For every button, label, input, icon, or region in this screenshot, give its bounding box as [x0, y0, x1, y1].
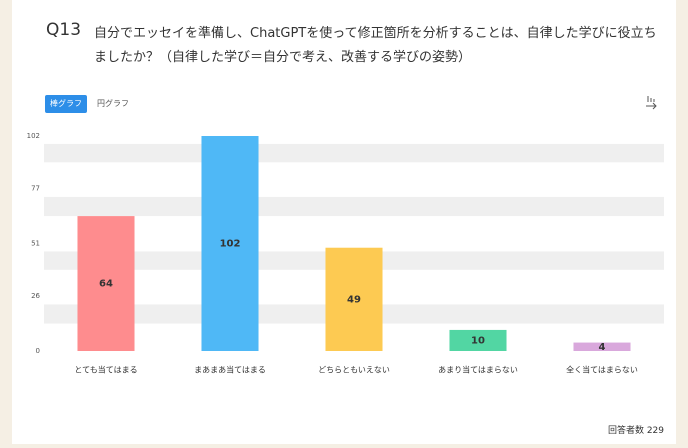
x-tick-label: まあまあ当てはまる: [194, 365, 266, 375]
x-tick-label: あまり当てはまらない: [438, 365, 518, 375]
y-tick-label: 51: [31, 240, 40, 248]
x-tick-label: とても当てはまる: [74, 365, 137, 375]
y-tick-label: 102: [27, 132, 40, 140]
chart: 0 26 51 77 102 とても当てはまる 64 まあまあ当てはまる 102 どちらともいえな…: [27, 96, 664, 375]
bar: [573, 342, 631, 351]
bar: [449, 329, 507, 351]
x-tick-label: 全く当てはまらない: [566, 365, 638, 375]
value-label: 10: [471, 335, 485, 346]
y-tick-label: 26: [31, 292, 40, 300]
grid-band: [44, 143, 664, 163]
value-label: 64: [99, 279, 113, 290]
x-tick-label: どちらともいえない: [318, 366, 390, 375]
value-label: 49: [347, 294, 361, 305]
bar: [325, 247, 383, 351]
bar: [77, 216, 135, 351]
respondent-count: 回答者数 229: [607, 426, 664, 436]
tab[interactable]: 棒グラフ: [45, 95, 87, 113]
card: Q13 自分でエッセイを準備し、ChatGPTを使って修正箇所を分析することは、…: [12, 0, 676, 444]
bar: [201, 136, 259, 351]
download-icon[interactable]: [646, 96, 657, 110]
y-tick-label: 77: [31, 185, 40, 193]
question-text: 自分でエッセイを準備し、ChatGPTを使って修正箇所を分析することは、自律した…: [94, 26, 657, 65]
question-number: Q13: [46, 20, 82, 40]
value-label: 4: [599, 342, 606, 353]
tab[interactable]: 円グラフ: [97, 99, 129, 108]
grid-band: [44, 196, 664, 217]
value-label: 102: [220, 239, 241, 250]
y-tick-label: 0: [36, 347, 40, 355]
